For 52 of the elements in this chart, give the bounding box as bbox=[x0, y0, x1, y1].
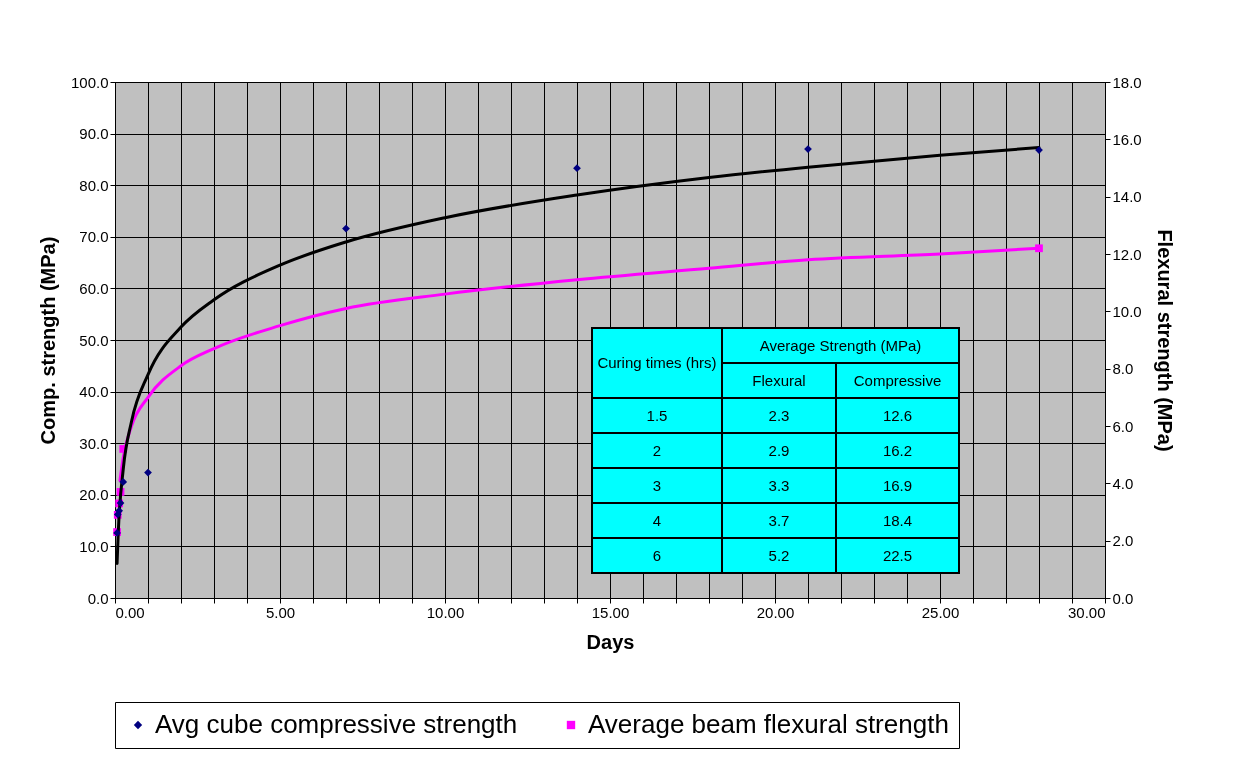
annotation: 1.5 bbox=[646, 406, 668, 424]
y2-tick-label: 2.0 bbox=[1112, 532, 1134, 550]
annotation: Compressive bbox=[853, 371, 942, 389]
y2-tick-label: 14.0 bbox=[1112, 188, 1142, 206]
y2-axis-title: Flexural strength (MPa) bbox=[1153, 229, 1176, 452]
annotation: 16.2 bbox=[882, 441, 913, 459]
y2-tick-label: 0.0 bbox=[1112, 589, 1134, 607]
x-tick-label: 30.00 bbox=[1067, 603, 1106, 621]
y-tick-label: 40.0 bbox=[79, 383, 109, 401]
y-tick-label: 80.0 bbox=[79, 176, 109, 194]
annotation: Flexural bbox=[752, 371, 806, 389]
annotation: 22.5 bbox=[882, 546, 913, 564]
x-tick-label: 0.00 bbox=[115, 603, 145, 621]
y-axis-title: Comp. strength (MPa) bbox=[36, 236, 59, 445]
legend-label: Average beam flexural strength bbox=[588, 709, 949, 739]
annotation: 5.2 bbox=[768, 546, 790, 564]
y-tick-label: 20.0 bbox=[79, 486, 109, 504]
y2-tick-label: 12.0 bbox=[1112, 245, 1142, 263]
annotation: 6 bbox=[652, 546, 662, 564]
x-axis-title: Days bbox=[586, 630, 635, 653]
annotation: 2.9 bbox=[768, 441, 790, 459]
y-tick-label: 100.0 bbox=[70, 73, 109, 91]
annotation: 3 bbox=[652, 476, 662, 494]
x-tick-label: 10.00 bbox=[426, 603, 465, 621]
annotation: 16.9 bbox=[882, 476, 913, 494]
annotation: 18.4 bbox=[882, 511, 913, 529]
y2-tick-label: 8.0 bbox=[1112, 360, 1134, 378]
x-tick-label: 5.00 bbox=[265, 603, 296, 621]
x-tick-label: 20.00 bbox=[756, 603, 795, 621]
annotation: 4 bbox=[652, 511, 662, 529]
y-tick-label: 50.0 bbox=[79, 331, 109, 349]
y-tick-label: 90.0 bbox=[79, 125, 109, 143]
legend-label: Avg cube compressive strength bbox=[155, 709, 518, 739]
y2-tick-label: 10.0 bbox=[1112, 302, 1142, 320]
y2-tick-label: 16.0 bbox=[1112, 130, 1142, 148]
annotation: 12.6 bbox=[882, 406, 913, 424]
y-tick-label: 70.0 bbox=[79, 228, 109, 246]
y2-tick-label: 4.0 bbox=[1112, 474, 1134, 492]
y-tick-label: 60.0 bbox=[79, 279, 109, 297]
annotation: 3.3 bbox=[768, 476, 790, 494]
annotation: 2.3 bbox=[768, 406, 790, 424]
x-tick-label: 25.00 bbox=[921, 603, 960, 621]
y-tick-label: 30.0 bbox=[79, 434, 109, 452]
y-tick-label: 10.0 bbox=[79, 537, 109, 555]
annotation: Curing times (hrs) bbox=[597, 354, 717, 371]
y-tick-label: 0.0 bbox=[87, 589, 109, 607]
annotation: 3.7 bbox=[768, 511, 790, 529]
y2-tick-label: 6.0 bbox=[1112, 417, 1134, 435]
annotation: 2 bbox=[652, 441, 662, 459]
y2-tick-label: 18.0 bbox=[1112, 73, 1142, 91]
annotation: Average Strength (MPa) bbox=[759, 336, 922, 354]
x-tick-label: 15.00 bbox=[591, 603, 630, 621]
